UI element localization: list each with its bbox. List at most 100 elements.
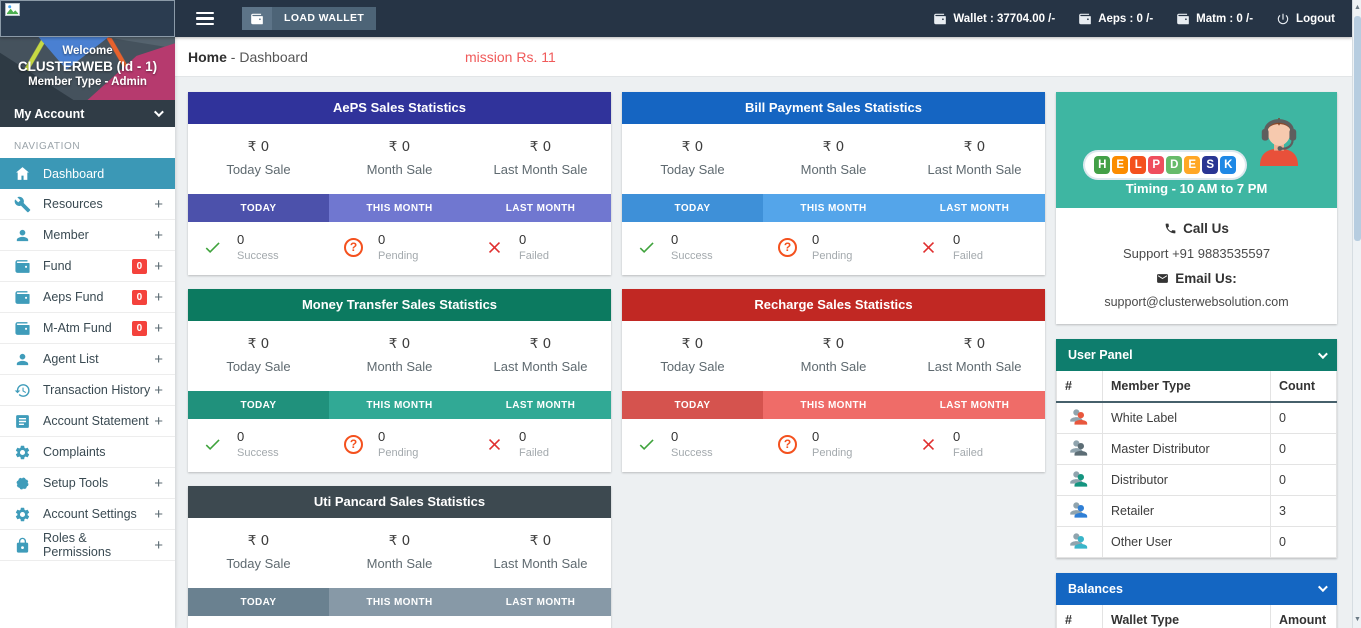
stat-card-recharge: Recharge Sales Statistics ₹ 0 Today Sale ₹ …	[622, 289, 1045, 472]
helpdesk-timing: Timing - 10 AM to 7 PM	[1125, 181, 1268, 196]
logout-button[interactable]: Logout	[1276, 12, 1335, 26]
user-panel-row-white-label: White Label 0	[1056, 401, 1337, 434]
balances-header[interactable]: Balances	[1056, 572, 1337, 605]
my-account-label: My Account	[14, 106, 85, 121]
home-icon	[14, 165, 31, 182]
tab-this-month[interactable]: THIS MONTH	[329, 588, 470, 616]
sale-label: Last Month Sale	[493, 359, 588, 374]
scrollbar-thumb[interactable]	[1354, 16, 1361, 241]
sidebar-item-m-atm-fund[interactable]: M-Atm Fund 0 +	[0, 313, 175, 344]
tab-this-month[interactable]: THIS MONTH	[329, 194, 470, 222]
scroll-up-arrow-icon[interactable]: ▲	[1354, 4, 1361, 11]
support-phone-number: Support +91 9883535597	[1122, 246, 1271, 261]
sidebar-item-account-statement[interactable]: Account Statement +	[0, 406, 175, 437]
members-icon	[1069, 532, 1091, 552]
expand-plus-icon[interactable]: +	[154, 226, 163, 244]
count-cell: 0	[1270, 463, 1337, 496]
sale-label: Last Month Sale	[927, 162, 1022, 177]
members-icon	[1069, 439, 1091, 459]
sidebar-item-label: Complaints	[43, 445, 106, 459]
tab-last-month[interactable]: LAST MONTH	[470, 194, 611, 222]
sidebar-item-account-settings[interactable]: Account Settings +	[0, 499, 175, 530]
stat-card-aeps: AePS Sales Statistics ₹ 0 Today Sale ₹ 0 Mon…	[188, 92, 611, 275]
sidebar-item-complaints[interactable]: Complaints	[0, 437, 175, 468]
member-type-cell: White Label	[1102, 401, 1271, 434]
expand-plus-icon[interactable]: +	[154, 536, 163, 554]
expand-plus-icon[interactable]: +	[154, 505, 163, 523]
success-check-icon	[203, 435, 222, 454]
stat-label: Success	[237, 250, 279, 262]
tab-today[interactable]: TODAY	[622, 391, 763, 419]
person-icon	[14, 227, 31, 244]
tab-last-month[interactable]: LAST MONTH	[904, 194, 1045, 222]
aeps-balance-text: Aeps : 0 /-	[1098, 12, 1154, 25]
wallet-icon	[1078, 12, 1092, 26]
sidebar-item-setup-tools[interactable]: Setup Tools +	[0, 468, 175, 499]
stat-count: 0	[953, 429, 961, 444]
tab-today[interactable]: TODAY	[188, 391, 329, 419]
sale-value: ₹ 0	[247, 533, 270, 549]
sale-label: Today Sale	[226, 556, 291, 571]
load-wallet-button[interactable]: LOAD WALLET	[242, 7, 377, 30]
username-text: CLUSTERWEB (Id - 1)	[17, 59, 158, 74]
sidebar-item-aeps-fund[interactable]: Aeps Fund 0 +	[0, 282, 175, 313]
tab-today[interactable]: TODAY	[188, 194, 329, 222]
sidebar-item-label: Fund	[43, 259, 72, 273]
failed-x-icon	[485, 435, 504, 454]
stat-label: Success	[671, 250, 713, 262]
helpdesk-logo-letter: L	[1130, 156, 1147, 174]
expand-plus-icon[interactable]: +	[154, 319, 163, 337]
tab-today[interactable]: TODAY	[622, 194, 763, 222]
expand-plus-icon[interactable]: +	[154, 412, 163, 430]
document-icon	[14, 413, 31, 430]
sidebar-item-label: Agent List	[43, 352, 99, 366]
sidebar: Welcome CLUSTERWEB (Id - 1) Member Type …	[0, 37, 175, 628]
phone-icon	[1164, 222, 1177, 235]
helpdesk-logo-letter: E	[1184, 156, 1201, 174]
tab-last-month[interactable]: LAST MONTH	[470, 391, 611, 419]
expand-plus-icon[interactable]: +	[154, 381, 163, 399]
sidebar-item-roles-permissions[interactable]: Roles & Permissions +	[0, 530, 175, 561]
wallet-icon	[933, 12, 947, 26]
tab-this-month[interactable]: THIS MONTH	[763, 391, 904, 419]
tab-this-month[interactable]: THIS MONTH	[329, 391, 470, 419]
stat-label: Failed	[953, 250, 983, 262]
card-sales: ₹ 0 Today Sale ₹ 0 Month Sale ₹ 0 Last Month …	[622, 124, 1045, 194]
expand-plus-icon[interactable]: +	[154, 257, 163, 275]
stat-failed: 0 Failed	[904, 232, 1045, 262]
member-type-cell: Master Distributor	[1102, 432, 1271, 465]
page-scrollbar[interactable]: ▲ ▼	[1352, 0, 1361, 628]
scroll-down-arrow-icon[interactable]: ▼	[1354, 616, 1361, 623]
helpdesk-logo-letter: E	[1112, 156, 1129, 174]
sidebar-item-transaction-history[interactable]: Transaction History +	[0, 375, 175, 406]
my-account-dropdown[interactable]: My Account	[0, 100, 175, 127]
user-panel-header[interactable]: User Panel	[1056, 339, 1337, 371]
sidebar-item-member[interactable]: Member +	[0, 220, 175, 251]
stat-failed: 0 Failed	[904, 429, 1045, 459]
expand-plus-icon[interactable]: +	[154, 350, 163, 368]
col-number: #	[1056, 604, 1103, 628]
tab-last-month[interactable]: LAST MONTH	[904, 391, 1045, 419]
expand-plus-icon[interactable]: +	[154, 195, 163, 213]
load-wallet-label: LOAD WALLET	[272, 7, 377, 30]
expand-plus-icon[interactable]: +	[154, 474, 163, 492]
col-member-type: Member Type	[1102, 371, 1271, 403]
sale-value: ₹ 0	[681, 336, 704, 352]
sidebar-item-fund[interactable]: Fund 0 +	[0, 251, 175, 282]
sale-value: ₹ 0	[681, 139, 704, 155]
tab-last-month[interactable]: LAST MONTH	[470, 588, 611, 616]
expand-plus-icon[interactable]: +	[154, 288, 163, 306]
sidebar-item-resources[interactable]: Resources +	[0, 189, 175, 220]
menu-toggle-icon[interactable]	[196, 11, 214, 26]
stat-count: 0	[237, 232, 245, 247]
tab-this-month[interactable]: THIS MONTH	[763, 194, 904, 222]
card-sales: ₹ 0 Today Sale ₹ 0 Month Sale ₹ 0 Last Month …	[188, 518, 611, 588]
sidebar-item-agent-list[interactable]: Agent List +	[0, 344, 175, 375]
tab-today[interactable]: TODAY	[188, 588, 329, 616]
sidebar-item-dashboard[interactable]: Dashboard	[0, 158, 175, 189]
sidebar-item-label: Account Settings	[43, 507, 137, 521]
